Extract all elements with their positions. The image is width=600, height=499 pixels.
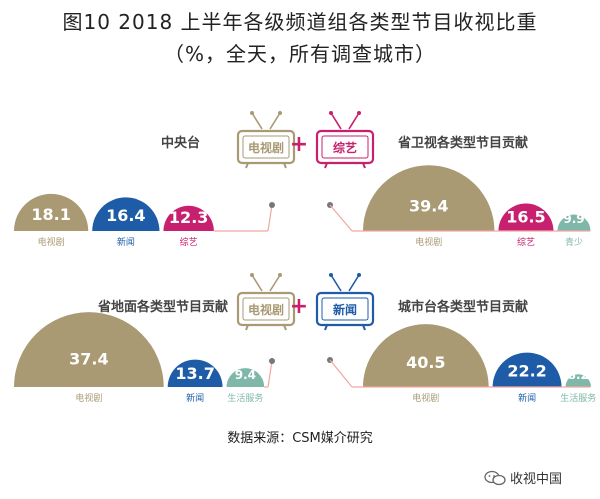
tv-label: 新闻 xyxy=(333,302,357,317)
data-label: 9.9 xyxy=(563,212,584,226)
semicircle-bar xyxy=(565,374,591,387)
data-label: 39.4 xyxy=(409,196,448,215)
semicircle-bar xyxy=(14,193,89,231)
watermark: 收视中国 xyxy=(484,468,562,487)
data-source: 数据来源：CSM媒介研究 xyxy=(227,431,373,446)
tv-antenna-tip xyxy=(278,273,282,277)
data-label: 9.4 xyxy=(235,368,256,382)
tv-screen xyxy=(321,297,369,321)
semicircle-bar xyxy=(167,359,223,387)
plus-sign: + xyxy=(290,294,308,319)
semicircle-bar xyxy=(163,205,214,231)
semicircle-bar xyxy=(557,214,591,231)
data-label: 16.4 xyxy=(106,206,145,225)
category-label: 电视剧 xyxy=(415,236,442,248)
data-label: 22.2 xyxy=(507,362,546,381)
tv-antenna xyxy=(348,274,360,292)
category-label: 电视剧 xyxy=(412,392,439,404)
plus-sign: + xyxy=(290,132,308,157)
connector-line xyxy=(267,204,273,232)
tv-antenna xyxy=(251,274,263,292)
tv-antenna-tip xyxy=(357,111,361,115)
data-label: 16.5 xyxy=(506,208,545,227)
category-label: 电视剧 xyxy=(75,392,102,404)
connector-dot xyxy=(269,358,275,364)
panel-title: 城市台各类型节目贡献 xyxy=(398,299,528,315)
semicircle-bar xyxy=(226,368,265,387)
tv-antenna xyxy=(330,112,342,130)
tv-foot xyxy=(324,162,328,169)
category-label: 综艺 xyxy=(517,236,535,248)
tv-foot xyxy=(283,324,287,331)
panel-title: 省卫视各类型节目贡献 xyxy=(397,135,528,151)
chart-subtitle: （%，全天，所有调查城市） xyxy=(163,42,436,66)
tv-icon xyxy=(236,129,296,165)
data-label: 8.2 xyxy=(568,368,589,382)
tv-foot xyxy=(245,324,249,331)
wechat-icon xyxy=(484,470,506,485)
tv-antenna xyxy=(251,112,263,130)
tv-icon xyxy=(315,291,375,327)
data-label: 37.4 xyxy=(69,350,108,369)
category-label: 综艺 xyxy=(180,236,198,248)
tv-antenna xyxy=(269,274,281,292)
chart-title: 图10 2018 上半年各级频道组各类型节目收视比重 xyxy=(62,10,538,34)
connector-line xyxy=(329,359,353,388)
tv-foot xyxy=(324,324,328,331)
tv-screen xyxy=(321,135,369,159)
connector-line xyxy=(267,360,273,388)
tv-label: 电视剧 xyxy=(248,302,284,317)
tv-icon xyxy=(236,291,296,327)
tv-screen xyxy=(242,135,290,159)
panel-title: 省地面各类型节目贡献 xyxy=(97,299,228,315)
tv-antenna xyxy=(269,112,281,130)
tv-screen xyxy=(242,297,290,321)
tv-label: 综艺 xyxy=(333,140,357,155)
semicircle-bar xyxy=(492,352,562,387)
tv-antenna-tip xyxy=(278,111,282,115)
tv-foot xyxy=(362,162,366,169)
semicircle-bar xyxy=(363,165,495,231)
tv-antenna xyxy=(330,274,342,292)
tv-antenna-tip xyxy=(250,111,254,115)
tv-antenna-tip xyxy=(250,273,254,277)
category-label: 新闻 xyxy=(186,392,204,404)
data-label: 40.5 xyxy=(406,353,445,372)
tv-label: 电视剧 xyxy=(248,140,284,155)
semicircle-bar xyxy=(363,324,489,387)
category-label: 生活服务 xyxy=(227,392,263,404)
category-label: 新闻 xyxy=(117,236,135,248)
category-label: 电视剧 xyxy=(38,236,65,248)
semicircle-bar xyxy=(498,203,554,231)
tv-foot xyxy=(245,162,249,169)
semicircle-bar xyxy=(92,197,160,231)
data-label: 13.7 xyxy=(175,364,214,383)
category-label: 生活服务 xyxy=(560,392,596,404)
panel-title: 中央台 xyxy=(161,135,200,151)
semicircle-bar xyxy=(14,312,164,387)
tv-foot xyxy=(283,162,287,169)
data-label: 18.1 xyxy=(31,205,70,224)
tv-antenna-tip xyxy=(357,273,361,277)
category-label: 青少 xyxy=(565,236,583,248)
connector-dot xyxy=(269,202,275,208)
watermark-text: 收视中国 xyxy=(510,472,563,487)
tv-antenna-tip xyxy=(329,111,333,115)
category-label: 新闻 xyxy=(518,392,536,404)
tv-antenna xyxy=(348,112,360,130)
data-label: 12.3 xyxy=(169,208,208,227)
connector-line xyxy=(329,204,353,232)
tv-foot xyxy=(362,324,366,331)
tv-antenna-tip xyxy=(329,273,333,277)
tv-icon xyxy=(315,129,375,165)
